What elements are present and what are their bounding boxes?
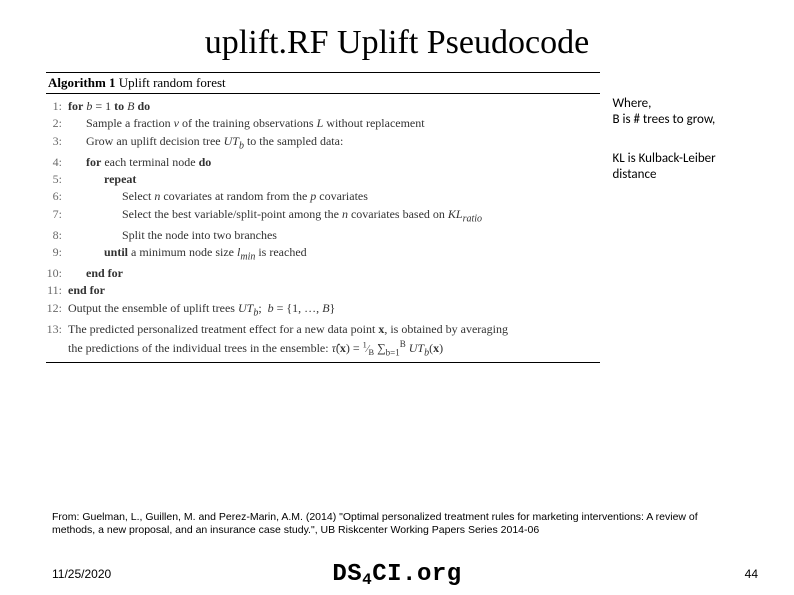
line-code: Select n covariates at random from the p… (68, 188, 368, 205)
algorithm-line: 4:for each terminal node do (46, 154, 600, 171)
line-number: 12: (46, 300, 68, 321)
algorithm-line: 2:Sample a fraction ν of the training ob… (46, 115, 600, 132)
algorithm-line: 9:until a minimum node size lmin is reac… (46, 244, 600, 265)
line-number: 8: (46, 227, 68, 244)
line-code: for b = 1 to B do (68, 98, 150, 115)
line-code: end for (68, 265, 123, 282)
line-code: The predicted personalized treatment eff… (68, 321, 508, 338)
slide-title: uplift.RF Uplift Pseudocode (0, 0, 794, 72)
line-number: 6: (46, 188, 68, 205)
line-code: Select the best variable/split-point amo… (68, 206, 482, 227)
line-number: 11: (46, 282, 68, 299)
algorithm-line: 12:Output the ensemble of uplift trees U… (46, 300, 600, 321)
logo-subscript: 4 (362, 571, 372, 589)
annotation-block-1: Where, B is # trees to grow, (612, 96, 776, 129)
algorithm-name: Uplift random forest (116, 75, 226, 90)
line-number: 7: (46, 206, 68, 227)
footer-page-number: 44 (745, 567, 758, 581)
line-number: 4: (46, 154, 68, 171)
algorithm-line: 6:Select n covariates at random from the… (46, 188, 600, 205)
line-code: Split the node into two branches (68, 227, 277, 244)
line-number: 13: (46, 321, 68, 338)
algorithm-box: Algorithm 1 Uplift random forest 1:for b… (46, 72, 600, 363)
algorithm-line: 8:Split the node into two branches (46, 227, 600, 244)
algorithm-line: 5:repeat (46, 171, 600, 188)
line-code: Grow an uplift decision tree UTb to the … (68, 133, 343, 154)
line-number: 2: (46, 115, 68, 132)
annotation-block-2: KL is Kulback-Leiber distance (612, 151, 776, 184)
line-number: 9: (46, 244, 68, 265)
algorithm-header: Algorithm 1 Uplift random forest (46, 73, 600, 94)
footer: 11/25/2020 DS4CI.org 44 (0, 567, 794, 581)
algorithm-line: the predictions of the individual trees … (46, 338, 600, 361)
line-code: Sample a fraction ν of the training obse… (68, 115, 425, 132)
line-number: 5: (46, 171, 68, 188)
algorithm-line: 1:for b = 1 to B do (46, 98, 600, 115)
line-code: Output the ensemble of uplift trees UTb;… (68, 300, 335, 321)
citation: From: Guelman, L., Guillen, M. and Perez… (52, 511, 732, 537)
algorithm-line: 11:end for (46, 282, 600, 299)
line-code: until a minimum node size lmin is reache… (68, 244, 307, 265)
line-number: 3: (46, 133, 68, 154)
line-number: 10: (46, 265, 68, 282)
annotations: Where, B is # trees to grow, KL is Kulba… (612, 72, 776, 183)
annotation-text: KL is Kulback-Leiber (612, 151, 776, 167)
footer-date: 11/25/2020 (52, 567, 111, 581)
algorithm-line: 3:Grow an uplift decision tree UTb to th… (46, 133, 600, 154)
logo-text-pre: DS (332, 561, 362, 588)
annotation-text: distance (612, 167, 776, 183)
algorithm-line: 13:The predicted personalized treatment … (46, 321, 600, 338)
content-row: Algorithm 1 Uplift random forest 1:for b… (0, 72, 794, 363)
annotation-text: Where, (612, 96, 776, 112)
algorithm-line: 10:end for (46, 265, 600, 282)
algorithm-line: 7:Select the best variable/split-point a… (46, 206, 600, 227)
line-code: for each terminal node do (68, 154, 211, 171)
algorithm-number: Algorithm 1 (48, 75, 116, 90)
line-code: repeat (68, 171, 136, 188)
line-number (46, 338, 68, 361)
line-code: end for (68, 282, 105, 299)
line-number: 1: (46, 98, 68, 115)
line-code: the predictions of the individual trees … (68, 338, 443, 361)
logo-text-post: CI.org (372, 561, 461, 588)
algorithm-body: 1:for b = 1 to B do2:Sample a fraction ν… (46, 94, 600, 362)
annotation-text: B is # trees to grow, (612, 112, 776, 128)
footer-logo: DS4CI.org (332, 561, 461, 588)
